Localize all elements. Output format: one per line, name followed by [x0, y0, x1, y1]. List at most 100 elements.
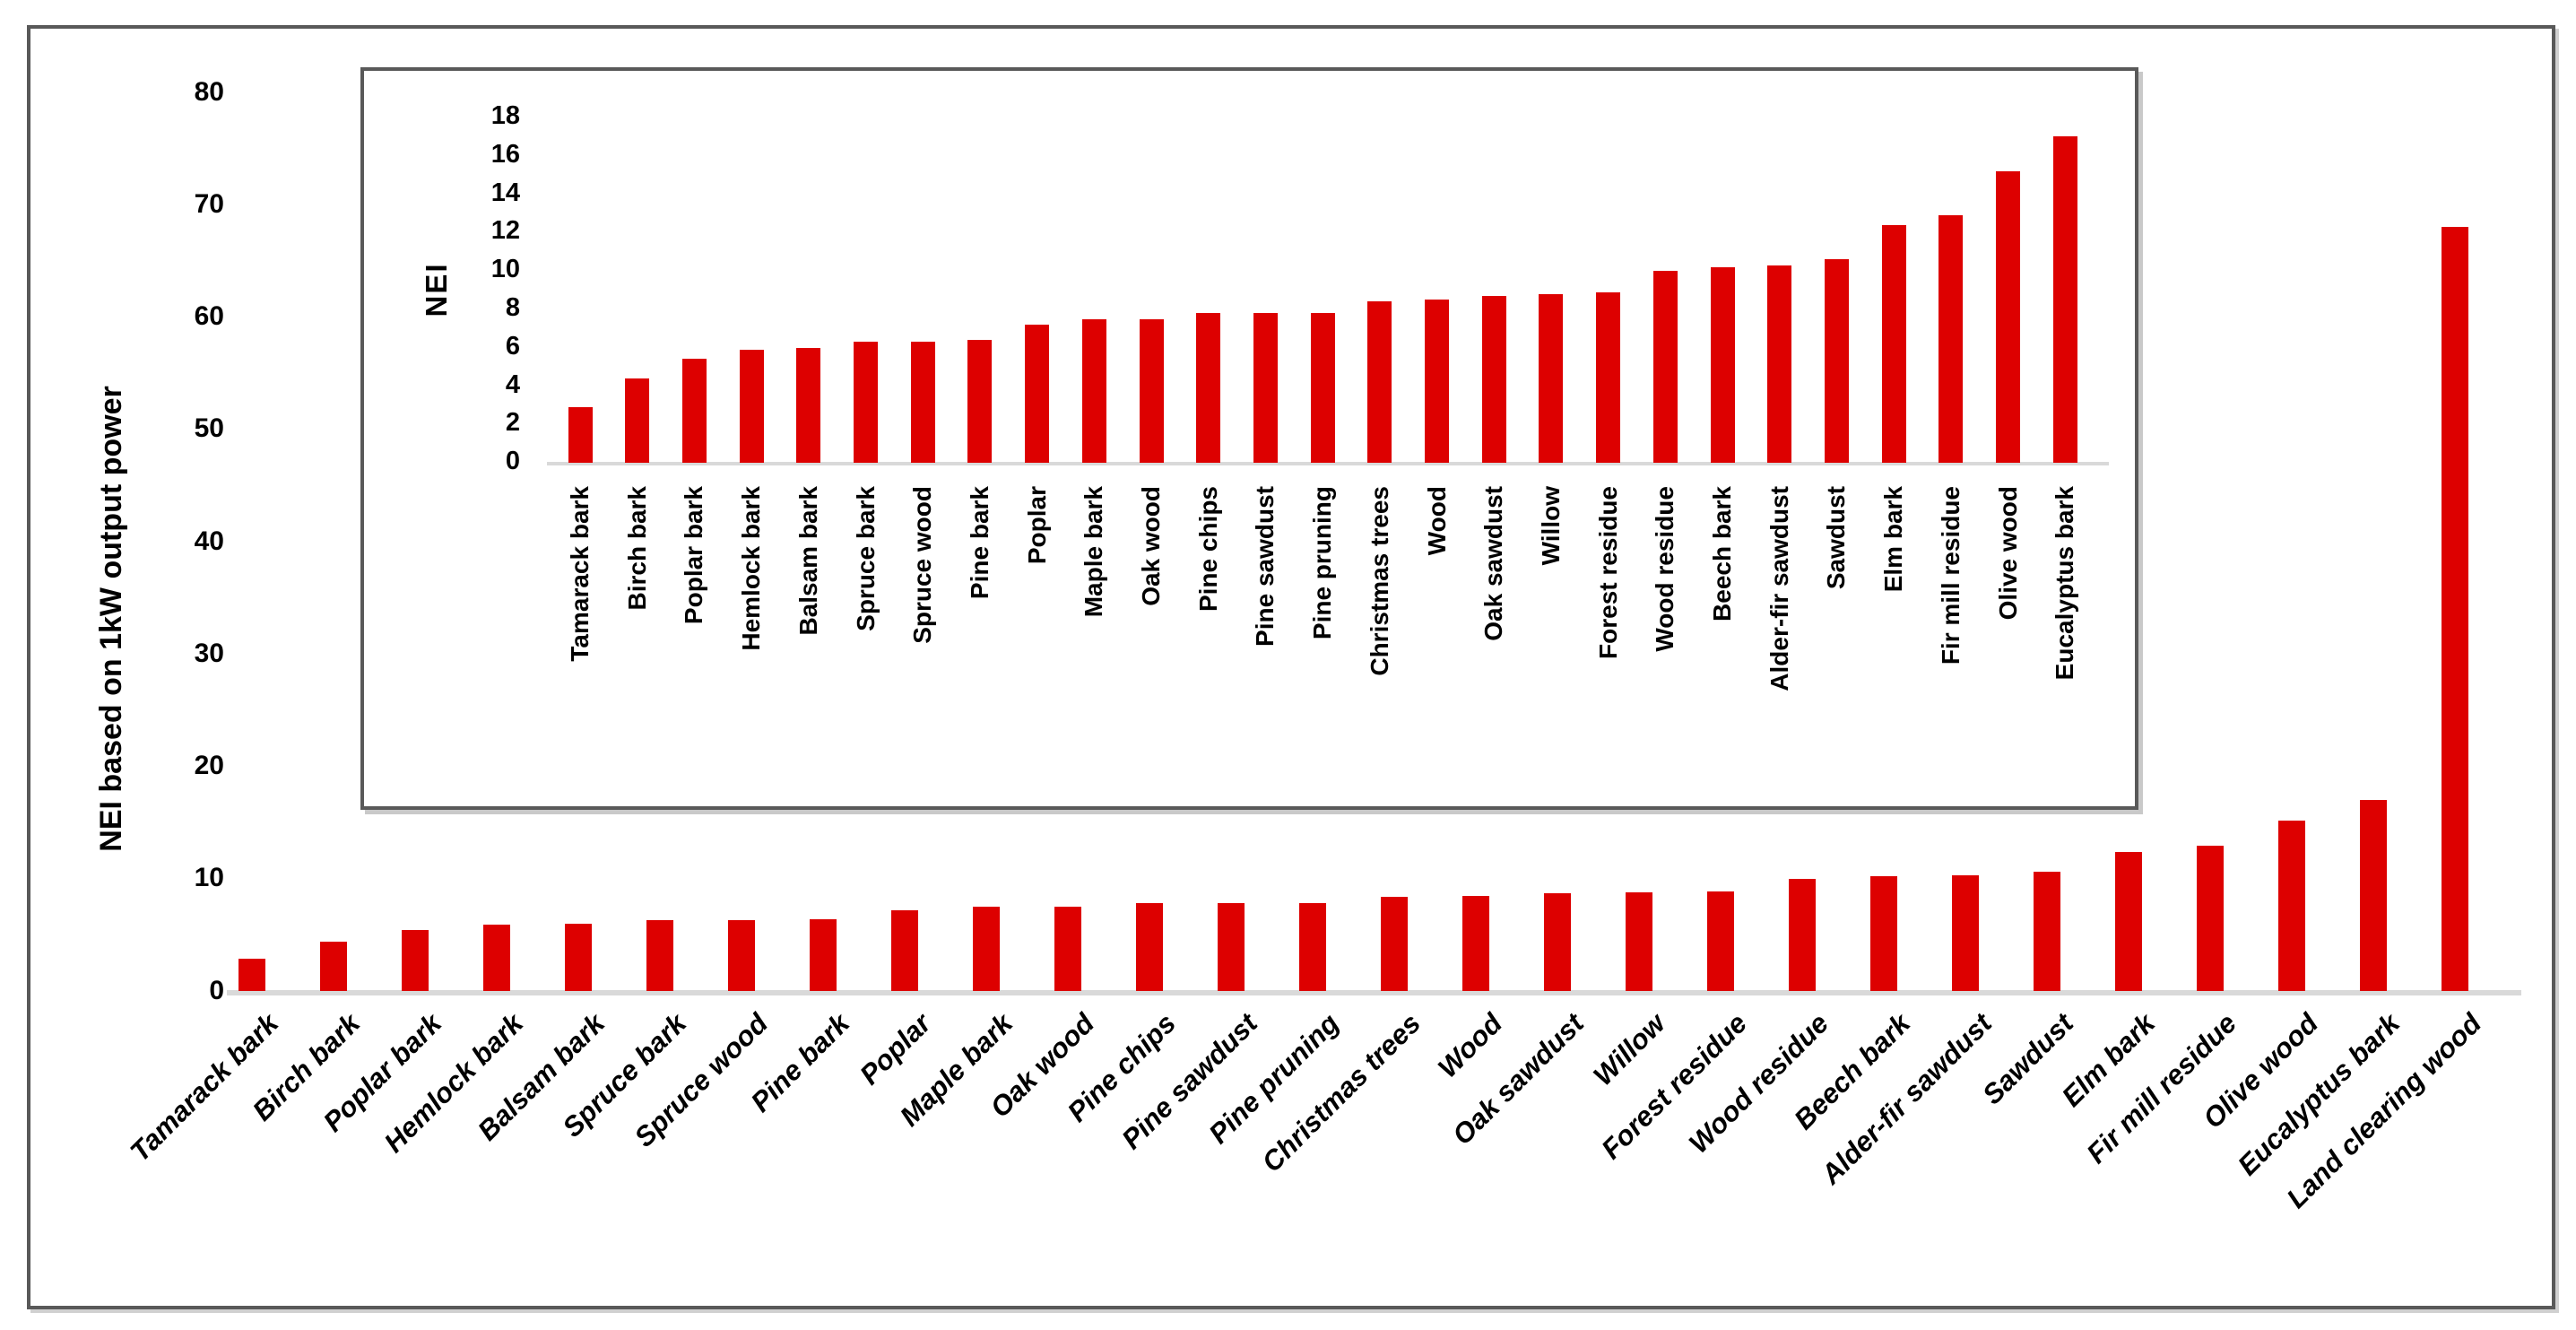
inset-x-tick-label: Spruce bark [851, 486, 880, 631]
inset-x-tick-label: Sawdust [1822, 486, 1851, 590]
inset-bar-wood [1425, 300, 1449, 463]
main-bar-alder-fir-sawdust [1952, 874, 1979, 991]
inset-bar-eucalyptus-bark [2052, 136, 2077, 463]
main-bar-pine-chips [1136, 903, 1163, 991]
inset-bar-balsam-bark [796, 347, 821, 463]
inset-bar-fir-mill-residue [1939, 214, 1964, 463]
main-y-tick-label: 40 [194, 526, 224, 556]
inset-bar-willow [1539, 293, 1564, 463]
main-bar-fir-mill-residue [2197, 846, 2224, 991]
main-y-tick-label: 80 [194, 76, 224, 107]
inset-y-tick-label: 6 [505, 331, 520, 361]
inset-bar-tamarack-bark [568, 406, 593, 463]
inset-y-tick-label: 16 [490, 139, 520, 169]
inset-x-tick-label: Balsam bark [794, 486, 822, 636]
inset-x-tick-label: Poplar bark [680, 486, 708, 625]
main-y-tick-label: 60 [194, 301, 224, 332]
inset-bar-pine-pruning [1310, 313, 1335, 463]
inset-x-tick-label: Olive wood [1993, 486, 2022, 621]
main-bar-tamarack-bark [239, 958, 265, 991]
inset-x-tick-label: Willow [1536, 486, 1565, 566]
inset-bar-spruce-bark [854, 342, 878, 463]
inset-bar-poplar-bark [681, 359, 707, 463]
inset-bar-elm-bark [1881, 224, 1906, 463]
inset-bar-hemlock-bark [739, 349, 764, 463]
inset-x-axis-line [547, 462, 2109, 465]
main-y-tick-label: 70 [194, 188, 224, 219]
inset-y-tick-label: 12 [490, 216, 520, 246]
inset-bar-pine-sawdust [1253, 313, 1278, 463]
main-bar-olive-wood [2278, 820, 2305, 991]
main-bar-maple-bark [973, 907, 1000, 991]
inset-y-tick-label: 14 [490, 178, 520, 207]
main-bar-christmas-trees [1381, 896, 1408, 991]
main-y-tick-label: 10 [194, 863, 224, 893]
main-y-tick-label: 50 [194, 413, 224, 444]
inset-y-tick-label: 10 [490, 255, 520, 284]
inset-x-tick-label: Alder-fir sawdust [1765, 486, 1793, 691]
main-bar-oak-sawdust [1544, 893, 1571, 991]
inset-y-tick-label: 18 [490, 100, 520, 130]
inset-bar-maple-bark [1081, 318, 1106, 463]
main-y-tick-label: 30 [194, 638, 224, 668]
main-bar-land-clearing-wood [2442, 227, 2468, 991]
main-bar-pine-pruning [1299, 903, 1326, 991]
inset-y-tick-label: 2 [505, 408, 520, 438]
main-bar-eucalyptus-bark [2360, 800, 2387, 991]
main-bar-poplar-bark [402, 930, 429, 991]
main-y-axis-title: NEI based on 1kW output power [94, 386, 128, 852]
inset-bar-oak-wood [1139, 318, 1164, 463]
main-bar-wood [1462, 895, 1489, 991]
main-bar-balsam-bark [565, 923, 592, 991]
inset-bar-poplar [1025, 324, 1050, 463]
inset-x-tick-label: Poplar [1022, 486, 1051, 565]
main-bar-spruce-bark [646, 920, 673, 991]
inset-x-tick-label: Hemlock bark [737, 486, 766, 651]
inset-x-tick-label: Spruce wood [908, 486, 937, 644]
inset-bar-wood-residue [1652, 271, 1678, 463]
inset-x-tick-label: Christmas trees [1365, 486, 1393, 676]
inset-y-tick-label: 8 [505, 292, 520, 322]
inset-x-tick-label: Maple bark [1080, 486, 1108, 618]
main-bar-pine-bark [810, 918, 837, 991]
main-bar-hemlock-bark [483, 925, 510, 991]
main-y-tick-label: 0 [209, 975, 224, 1005]
main-bar-pine-sawdust [1218, 903, 1245, 991]
inset-x-tick-label: Eucalyptus bark [2051, 486, 2079, 681]
main-bar-spruce-wood [728, 920, 755, 991]
inset-x-tick-label: Pine chips [1193, 486, 1222, 613]
inset-bar-sawdust [1824, 259, 1849, 463]
main-bar-poplar [891, 909, 918, 991]
main-bar-birch-bark [320, 941, 347, 991]
main-y-tick-label: 20 [194, 751, 224, 781]
inset-y-tick-label: 0 [505, 447, 520, 476]
inset-bar-pine-chips [1196, 313, 1221, 463]
main-bar-willow [1626, 891, 1652, 991]
main-bar-wood-residue [1789, 878, 1816, 991]
main-bar-elm-bark [2115, 851, 2142, 991]
inset-bar-olive-wood [1996, 170, 2020, 463]
inset-x-tick-label: Oak sawdust [1479, 486, 1508, 641]
main-bar-sawdust [2034, 872, 2060, 991]
inset-x-tick-label: Forest residue [1593, 486, 1622, 659]
inset-x-tick-label: Oak wood [1137, 486, 1165, 606]
main-bar-forest-residue [1707, 891, 1734, 991]
inset-x-tick-label: Fir mill residue [1936, 486, 1965, 665]
inset-bar-birch-bark [625, 378, 650, 463]
inset-x-tick-label: Pine bark [965, 486, 993, 600]
inset-x-tick-label: Wood residue [1651, 486, 1679, 652]
inset-x-tick-label: Elm bark [1879, 486, 1908, 593]
inset-bar-oak-sawdust [1481, 295, 1506, 463]
inset-bar-christmas-trees [1367, 301, 1392, 463]
inset-x-tick-label: Birch bark [622, 486, 651, 611]
inset-x-tick-label: Pine pruning [1308, 486, 1337, 640]
inset-bar-pine-bark [967, 340, 993, 463]
inset-x-tick-label: Wood [1422, 486, 1451, 556]
inset-bar-spruce-wood [910, 342, 935, 463]
inset-x-tick-label: Pine sawdust [1251, 486, 1279, 647]
inset-bar-alder-fir-sawdust [1767, 265, 1792, 463]
inset-x-tick-label: Tamarack bark [566, 486, 594, 662]
main-bar-oak-wood [1054, 907, 1081, 991]
main-x-axis-line [227, 990, 2521, 995]
